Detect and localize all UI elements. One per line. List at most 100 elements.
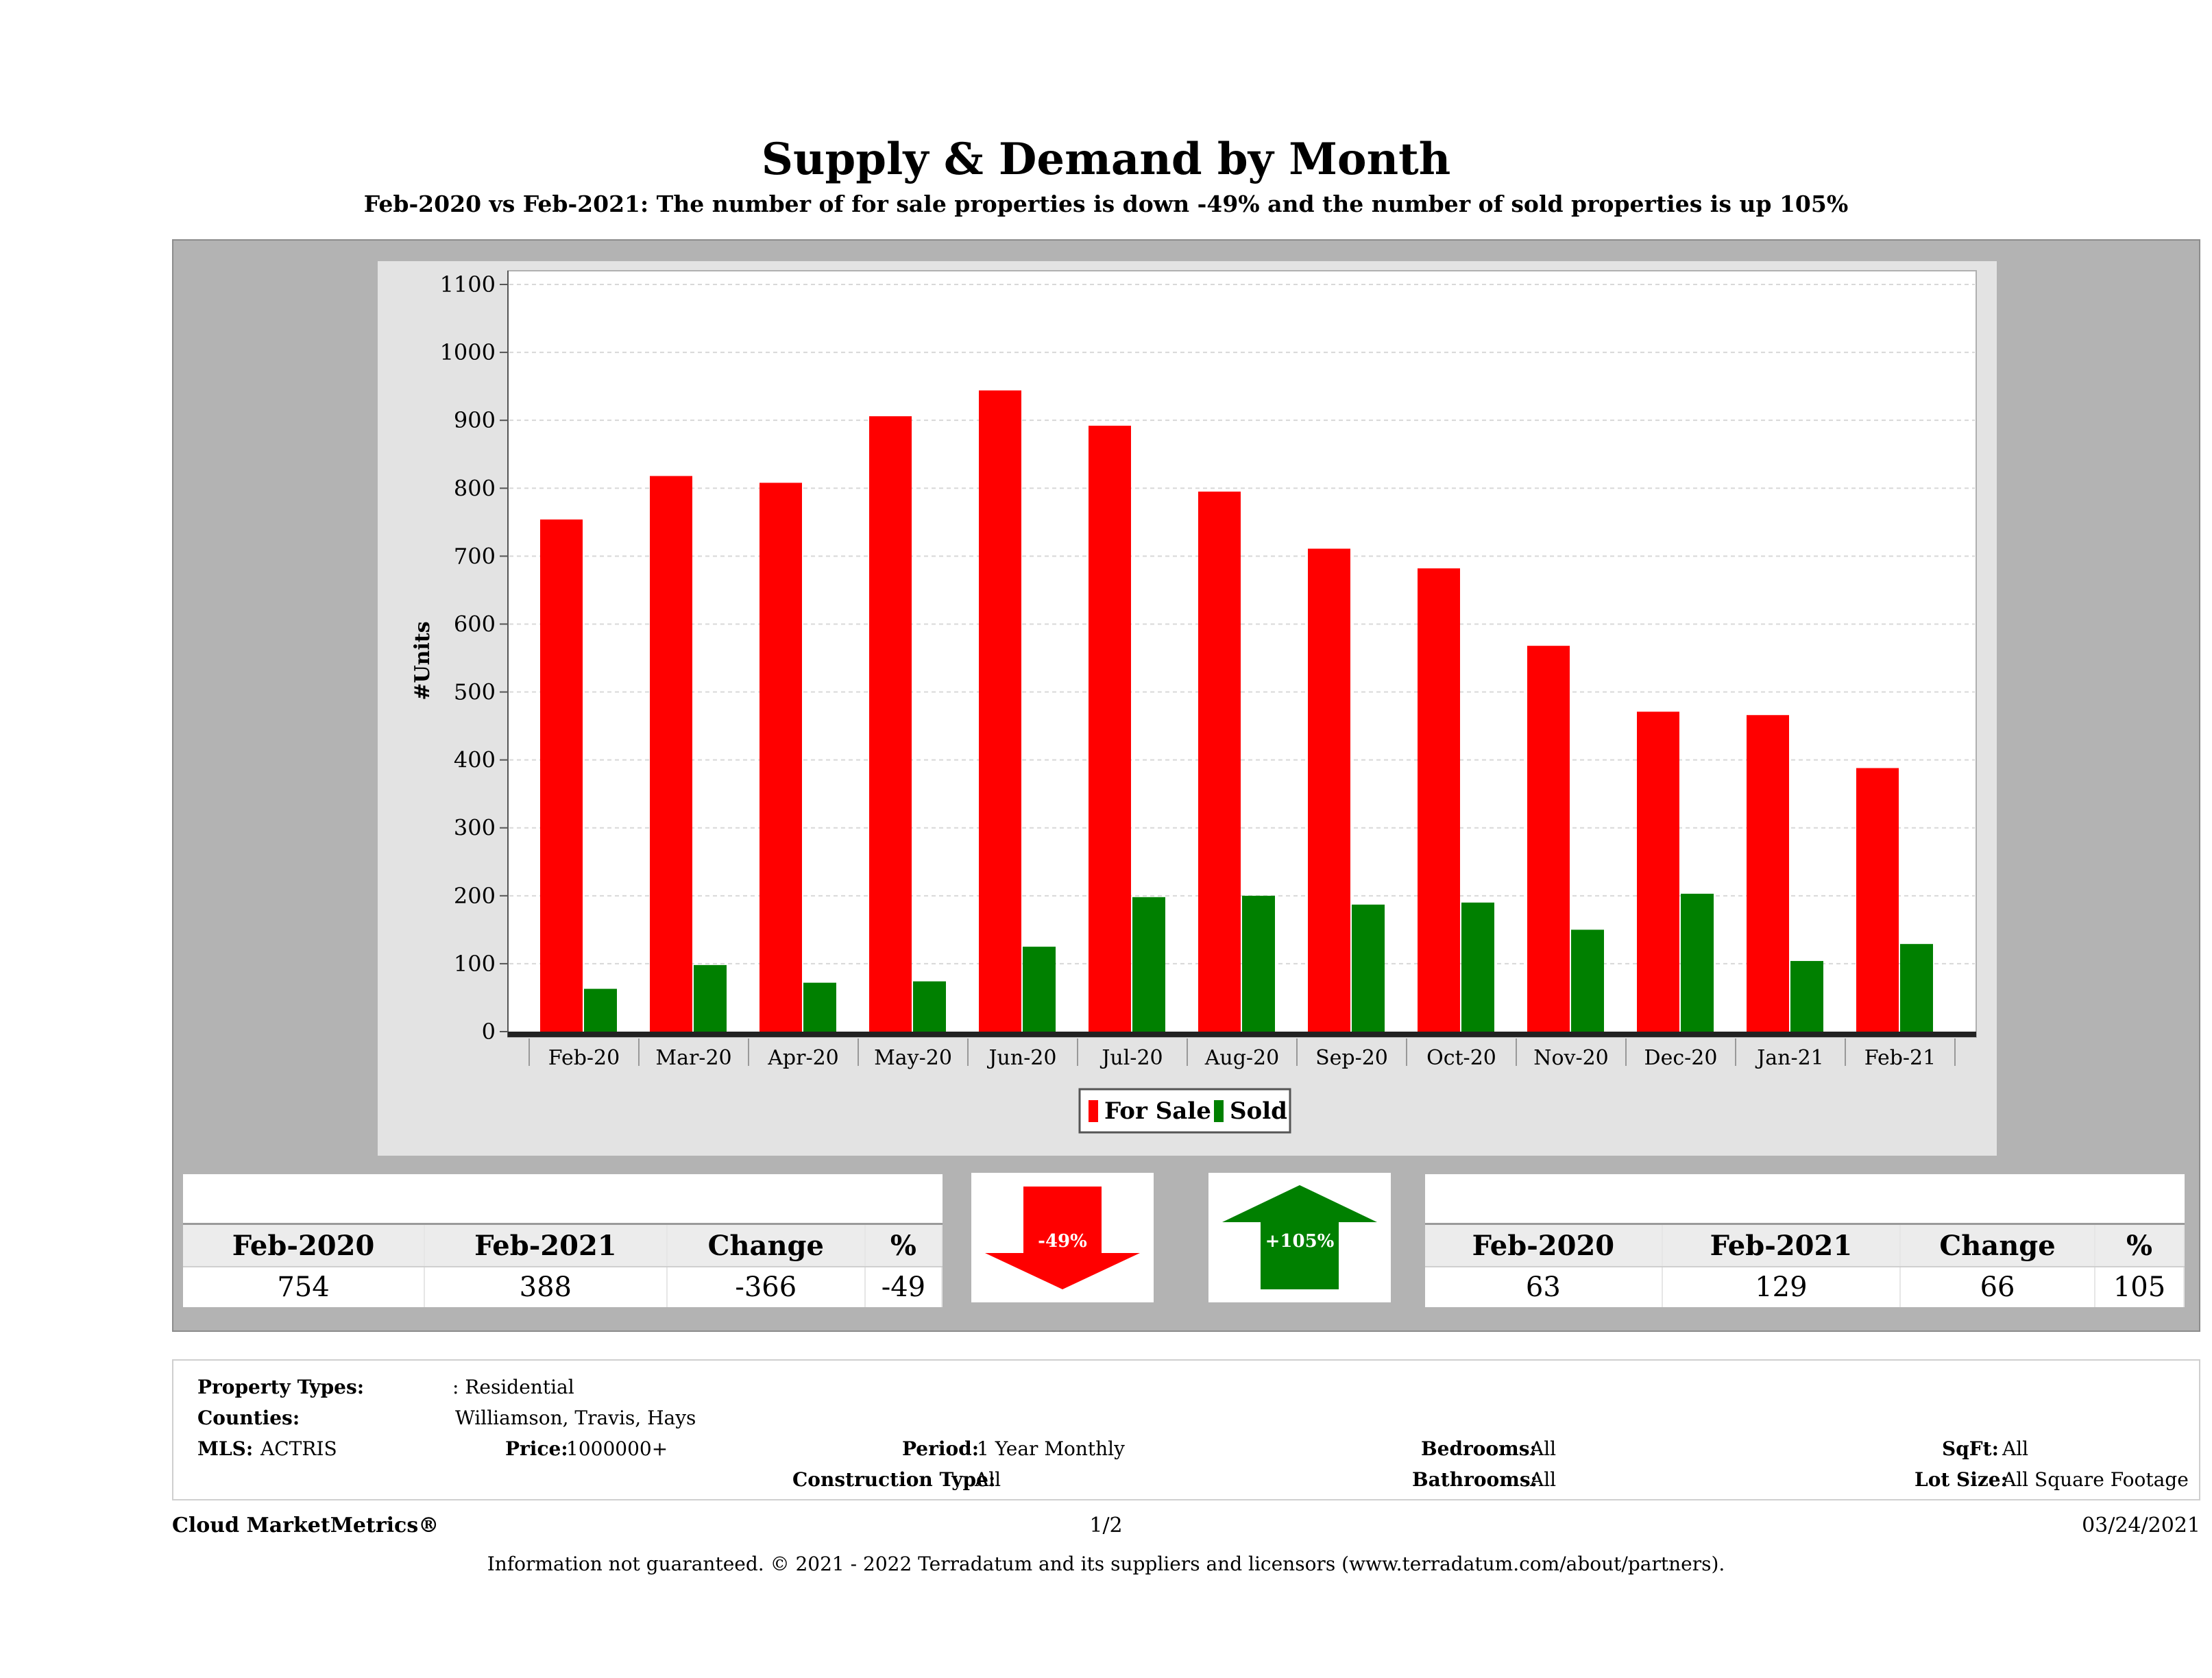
sold-value-start: 63 bbox=[1425, 1267, 1663, 1307]
sold-header-end: Feb-2021 bbox=[1662, 1223, 1901, 1267]
x-tick-label: Apr-20 bbox=[767, 1046, 839, 1070]
bathrooms-value: All bbox=[1530, 1468, 1557, 1491]
legend-label-for-sale: For Sale bbox=[1104, 1097, 1211, 1125]
y-tick-label: 100 bbox=[454, 951, 496, 977]
x-tick-label: Sep-20 bbox=[1315, 1046, 1388, 1070]
for-sale-value-end: 388 bbox=[424, 1267, 668, 1307]
up-arrow-icon: +105% bbox=[1222, 1185, 1377, 1289]
bar-sold-nov-20 bbox=[1571, 929, 1604, 1032]
lot-size-label: Lot Size: bbox=[1915, 1468, 2008, 1491]
bar-for-sale-jan-21 bbox=[1747, 715, 1789, 1032]
x-tick-label: Jul-20 bbox=[1099, 1046, 1163, 1070]
bar-sold-apr-20 bbox=[803, 982, 836, 1032]
price-label: Price: bbox=[505, 1437, 568, 1460]
bar-sold-jul-20 bbox=[1132, 897, 1165, 1032]
down-arrow-icon: -49% bbox=[985, 1187, 1140, 1289]
y-tick-label: 1100 bbox=[440, 271, 496, 297]
sold-change-arrow-box: +105% bbox=[1208, 1173, 1391, 1302]
x-tick-label: Mar-20 bbox=[655, 1046, 731, 1070]
bar-for-sale-oct-20 bbox=[1418, 568, 1460, 1032]
mls-label: MLS: bbox=[197, 1437, 254, 1460]
bar-sold-mar-20 bbox=[694, 964, 727, 1032]
sold-header-change: Change bbox=[1900, 1223, 2096, 1267]
x-tick-label: Feb-20 bbox=[548, 1046, 620, 1070]
x-tick-label: Aug-20 bbox=[1204, 1046, 1280, 1070]
legend-label-sold: Sold bbox=[1230, 1097, 1287, 1125]
bar-sold-dec-20 bbox=[1681, 893, 1714, 1032]
x-tick-label: Dec-20 bbox=[1644, 1046, 1718, 1070]
period-value: 1 Year Monthly bbox=[977, 1437, 1125, 1460]
bar-for-sale-dec-20 bbox=[1637, 712, 1679, 1032]
legend-swatch-for-sale bbox=[1089, 1100, 1098, 1122]
construction-type-value: All bbox=[975, 1468, 1001, 1491]
for-sale-header-start: Feb-2020 bbox=[183, 1223, 425, 1267]
mls-value: ACTRIS bbox=[260, 1437, 337, 1460]
bar-for-sale-feb-20 bbox=[540, 519, 583, 1032]
sold-stats-spacer bbox=[1425, 1174, 2185, 1223]
bar-for-sale-may-20 bbox=[869, 416, 912, 1032]
bedrooms-label: Bedrooms: bbox=[1421, 1437, 1537, 1460]
x-axis-line bbox=[508, 1032, 1976, 1037]
legend-swatch-sold bbox=[1214, 1100, 1224, 1122]
period-label: Period: bbox=[902, 1437, 980, 1460]
y-tick-label: 600 bbox=[454, 611, 496, 637]
y-tick-label: 0 bbox=[482, 1019, 496, 1045]
bar-chart: 0 100 200 300 400 500 600 700 800 900 1000 1100 Feb… bbox=[411, 270, 1977, 1134]
bar-sold-jan-21 bbox=[1790, 960, 1823, 1032]
sold-stats-table: Feb-2020 Feb-2021 Change % 63 129 66 105 bbox=[1425, 1223, 2185, 1307]
property-types-value: : Residential bbox=[452, 1376, 574, 1398]
construction-type-label: Construction Type: bbox=[792, 1468, 996, 1491]
report-subtitle: Feb-2020 vs Feb-2021: The number of for … bbox=[363, 191, 1849, 217]
y-axis-label: #Units bbox=[411, 621, 435, 700]
x-tick-label: Jan-21 bbox=[1755, 1046, 1824, 1070]
for-sale-header-percent: % bbox=[864, 1223, 943, 1267]
bar-sold-jun-20 bbox=[1023, 947, 1056, 1032]
up-arrow-label: +105% bbox=[1265, 1231, 1335, 1252]
sqft-label: SqFt: bbox=[1942, 1437, 1999, 1460]
bar-for-sale-aug-20 bbox=[1198, 491, 1241, 1032]
y-tick-label: 900 bbox=[454, 407, 496, 433]
y-tick-label: 500 bbox=[454, 679, 496, 705]
sold-value-percent: 105 bbox=[2095, 1267, 2185, 1307]
y-tick-label: 200 bbox=[454, 883, 496, 909]
property-types-label: Property Types: bbox=[197, 1376, 365, 1398]
disclaimer: Information not guaranteed. © 2021 - 202… bbox=[487, 1553, 1725, 1575]
search-criteria: Property Types: : Residential Counties: … bbox=[172, 1359, 2200, 1500]
sqft-value: All bbox=[2002, 1437, 2029, 1460]
for-sale-value-percent: -49 bbox=[864, 1267, 943, 1307]
for-sale-header-end: Feb-2021 bbox=[424, 1223, 668, 1267]
bar-sold-sep-20 bbox=[1352, 904, 1385, 1032]
bar-for-sale-jun-20 bbox=[979, 390, 1021, 1032]
down-arrow-label: -49% bbox=[1038, 1231, 1087, 1252]
bar-for-sale-sep-20 bbox=[1308, 548, 1350, 1032]
sold-header-start: Feb-2020 bbox=[1425, 1223, 1663, 1267]
report-title: Supply & Demand by Month bbox=[761, 134, 1451, 185]
for-sale-value-change: -366 bbox=[666, 1267, 866, 1307]
bar-for-sale-jul-20 bbox=[1089, 426, 1131, 1032]
x-tick-label: Oct-20 bbox=[1426, 1046, 1496, 1070]
x-tick-label: Feb-21 bbox=[1864, 1046, 1936, 1070]
for-sale-stats-table: Feb-2020 Feb-2021 Change % 754 388 -366 … bbox=[183, 1223, 943, 1307]
x-tick-label: Jun-20 bbox=[987, 1046, 1057, 1070]
y-tick-label: 400 bbox=[454, 747, 496, 773]
bedrooms-value: All bbox=[1530, 1437, 1557, 1460]
for-sale-value-start: 754 bbox=[183, 1267, 425, 1307]
sold-value-end: 129 bbox=[1662, 1267, 1901, 1307]
for-sale-header-change: Change bbox=[666, 1223, 866, 1267]
page-number: 1/2 bbox=[1089, 1513, 1123, 1537]
y-tick-label: 700 bbox=[454, 543, 496, 569]
sold-value-change: 66 bbox=[1900, 1267, 2096, 1307]
y-tick-label: 800 bbox=[454, 475, 496, 501]
bar-for-sale-apr-20 bbox=[759, 483, 802, 1032]
y-tick-label: 300 bbox=[454, 815, 496, 841]
chart-area: 0 100 200 300 400 500 600 700 800 900 1000 1100 Feb… bbox=[378, 261, 1997, 1156]
x-tick-label: May-20 bbox=[874, 1046, 952, 1070]
bar-for-sale-mar-20 bbox=[650, 476, 692, 1032]
counties-value: Williamson, Travis, Hays bbox=[455, 1407, 696, 1429]
report-date: 03/24/2021 bbox=[2082, 1513, 2200, 1537]
brand-name: Cloud MarketMetrics® bbox=[172, 1513, 439, 1537]
x-tick-label: Nov-20 bbox=[1533, 1046, 1609, 1070]
bar-for-sale-feb-21 bbox=[1856, 768, 1899, 1032]
chart-legend: For Sale Sold bbox=[1078, 1088, 1291, 1134]
y-tick-label: 1000 bbox=[440, 339, 496, 365]
